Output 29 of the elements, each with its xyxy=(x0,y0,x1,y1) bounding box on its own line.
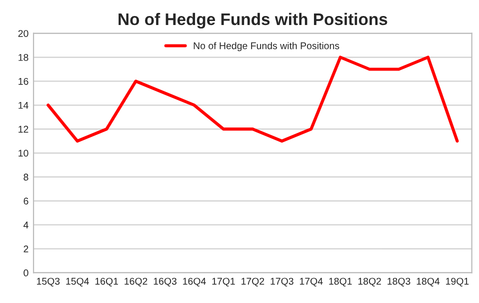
y-tick-label: 20 xyxy=(18,30,28,37)
y-tick-label: 4 xyxy=(23,222,28,228)
x-tick-label: 15Q3 xyxy=(36,278,60,286)
x-tick-label: 18Q2 xyxy=(358,278,381,286)
x-tick-label: 17Q3 xyxy=(270,278,294,286)
x-tick-label: 18Q1 xyxy=(329,278,352,286)
x-tick-label: 16Q3 xyxy=(154,278,176,286)
legend-label: No of Hedge Funds with Positions xyxy=(194,42,340,52)
x-tick-label: 18Q3 xyxy=(388,278,410,286)
y-tick-label: 16 xyxy=(18,78,28,85)
y-tick-label: 18 xyxy=(18,54,28,61)
y-tick-label: 2 xyxy=(24,245,28,252)
x-tick-label: 17Q4 xyxy=(300,278,323,286)
y-tick-label: 0 xyxy=(24,269,28,276)
y-tick-label: 6 xyxy=(24,198,28,205)
y-tick-label: 12 xyxy=(18,126,28,133)
x-tick-label: 16Q1 xyxy=(95,278,118,286)
line-series xyxy=(46,56,459,143)
x-tick-label: 15Q4 xyxy=(66,278,89,286)
x-tick-label: 16Q2 xyxy=(124,278,148,286)
chart-title: No of Hedge Funds with Positions xyxy=(118,12,388,29)
x-tick-label: 16Q4 xyxy=(183,278,206,286)
x-tick-label: 17Q1 xyxy=(212,278,235,286)
x-tick-label: 17Q2 xyxy=(242,278,264,286)
x-tick-label: 19Q1 xyxy=(446,278,469,286)
y-tick-label: 14 xyxy=(18,102,28,109)
y-tick-label: 8 xyxy=(24,174,28,181)
x-tick-label: 18Q4 xyxy=(416,278,440,286)
y-tick-label: 10 xyxy=(18,150,28,157)
